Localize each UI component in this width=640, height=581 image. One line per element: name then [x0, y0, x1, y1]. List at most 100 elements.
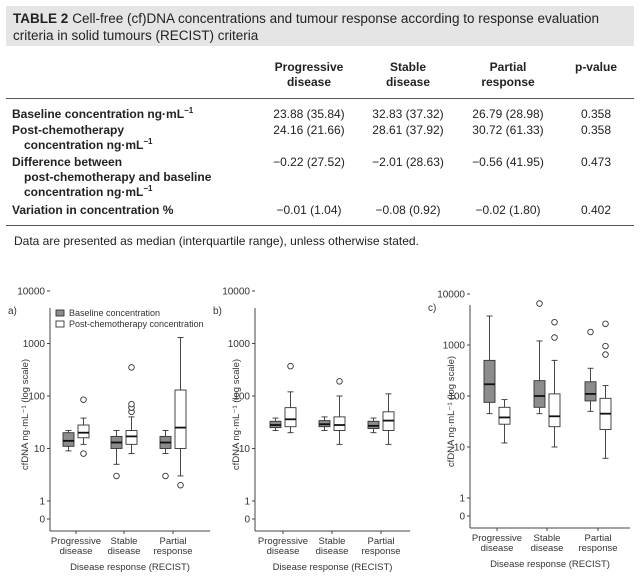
y-tick-label: 1000 [23, 339, 46, 350]
x-tick-label: Progressive [51, 536, 101, 547]
x-tick-label: Stable [319, 536, 346, 547]
header-partial: Partial response [481, 60, 535, 89]
x-axis-label: Disease response (RECIST) [273, 562, 393, 573]
box [269, 417, 282, 431]
box-iqr [483, 359, 496, 403]
y-tick-label: 1000 [228, 339, 251, 350]
y-axis-label: cfDNA ng·mL⁻¹ (log scale) [231, 359, 242, 470]
cell: −0.01 (1.04) [276, 203, 342, 217]
box [584, 328, 597, 412]
box-iqr [284, 407, 297, 428]
table-caption: TABLE 2 Cell-free (cf)DNA concentrations … [6, 6, 634, 46]
cell: 0.402 [580, 203, 612, 217]
box [159, 430, 172, 480]
y-tick-label: 1 [459, 494, 465, 505]
box [284, 362, 297, 434]
y-tick-label: 0 [244, 515, 250, 526]
outlier-point [80, 450, 87, 457]
y-tick-label: 10 [34, 444, 46, 455]
header-stable: Stable disease [385, 60, 431, 89]
panel-label: a) [8, 306, 17, 317]
table-bottom-rule [6, 225, 634, 226]
x-tick-label: disease [60, 546, 93, 557]
x-tick-label: disease [481, 543, 514, 554]
y-tick-label: 10 [454, 443, 466, 454]
cell: 0.358 [580, 107, 612, 121]
x-tick-label: response [153, 546, 192, 557]
y-tick-label: 100 [28, 392, 45, 403]
cell: 0.473 [580, 155, 612, 169]
outlier-point [287, 362, 294, 370]
cell: −0.56 (41.95) [472, 155, 544, 169]
legend-label: Baseline concentration [69, 308, 160, 318]
y-tick-label: 0 [459, 512, 465, 523]
y-axis-label: cfDNA ng·mL⁻¹ (log scale) [20, 359, 31, 470]
y-tick-label: 10000 [17, 287, 45, 298]
box-iqr [77, 424, 90, 439]
y-tick-label: 10000 [437, 290, 465, 301]
box-iqr [174, 389, 187, 449]
box-iqr [533, 380, 546, 408]
cell: −0.22 (27.52) [273, 155, 345, 169]
cell: 32.83 (37.32) [372, 107, 444, 121]
box [548, 318, 561, 448]
box [174, 337, 187, 489]
cell: 23.88 (35.84) [273, 107, 345, 121]
box-iqr [62, 432, 75, 447]
box [599, 320, 612, 459]
cell: 30.72 (61.33) [472, 123, 544, 137]
y-tick-label: 10 [239, 444, 251, 455]
header-pvalue: p-value [574, 60, 617, 74]
cell: −2.01 (28.63) [372, 155, 444, 169]
x-tick-label: disease [316, 546, 349, 557]
y-tick-label: 1 [39, 497, 45, 508]
x-axis-label: Disease response (RECIST) [70, 562, 190, 573]
x-tick-label: Partial [160, 536, 187, 547]
x-tick-label: response [578, 543, 617, 554]
y-tick-label: 10000 [222, 287, 250, 298]
box [77, 396, 90, 457]
y-tick-label: 1000 [443, 341, 466, 352]
x-tick-label: Partial [368, 536, 395, 547]
box-iqr [548, 393, 561, 428]
outlier-point [551, 334, 558, 341]
outlier-point [113, 472, 120, 480]
x-tick-label: disease [267, 546, 300, 557]
row-label-variation: Variation in concentration % [12, 203, 174, 217]
x-tick-label: response [361, 546, 400, 557]
box [318, 416, 331, 431]
outlier-point [336, 378, 343, 385]
box-iqr [125, 430, 138, 445]
y-tick-label: 0 [39, 515, 45, 526]
y-tick-label: 100 [233, 392, 250, 403]
cell: 24.16 (21.66) [273, 123, 345, 137]
cell: 28.61 (37.92) [372, 123, 444, 137]
outlier-point [128, 364, 135, 371]
outlier-point [602, 342, 609, 350]
x-axis-label: Disease response (RECIST) [490, 559, 610, 570]
box-iqr [498, 406, 511, 425]
box [62, 430, 75, 452]
row-label-difference: Difference between post-chemotherapy and… [12, 155, 212, 199]
box [483, 315, 496, 415]
box-iqr [367, 420, 380, 429]
x-tick-label: disease [108, 546, 141, 557]
x-tick-label: Stable [111, 536, 138, 547]
outlier-point [602, 351, 609, 358]
cell: 0.358 [580, 123, 612, 137]
legend-label: Post-chemotherapy concentration [69, 319, 204, 329]
box-iqr [333, 416, 346, 431]
cell: 26.79 (28.98) [472, 107, 544, 121]
box [533, 300, 546, 415]
box-iqr [584, 381, 597, 402]
table-header-rule [6, 98, 634, 99]
legend-swatch [55, 309, 65, 317]
box [367, 417, 380, 434]
outlier-point [551, 318, 558, 326]
box [382, 393, 395, 445]
y-tick-label: 100 [448, 392, 465, 403]
table-label: TABLE 2 [13, 11, 69, 26]
